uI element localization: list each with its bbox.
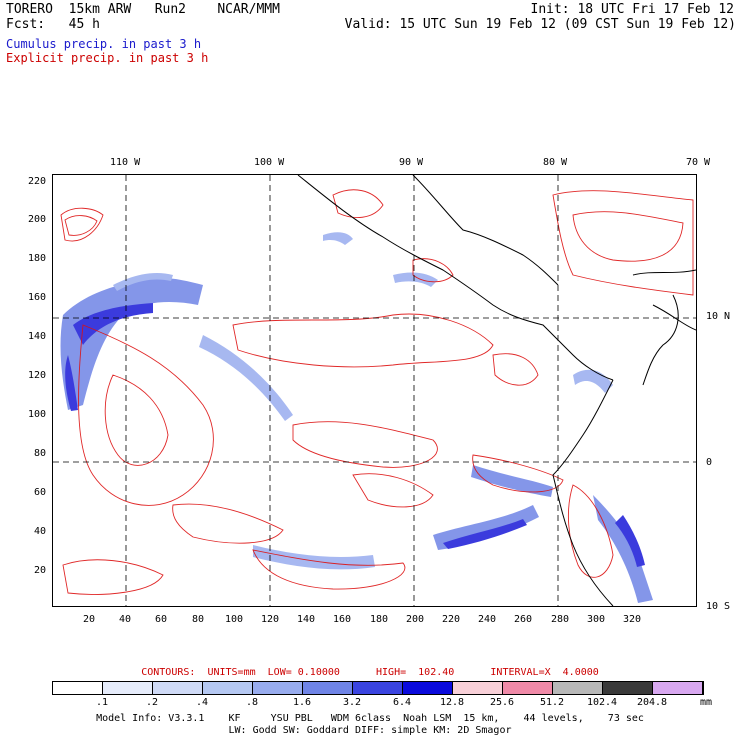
x-tick: 240 xyxy=(477,614,497,625)
color-bar-label: 6.4 xyxy=(392,697,412,708)
y-tick: 20 xyxy=(33,565,46,576)
y-tick: 140 xyxy=(27,331,46,342)
y-tick: 60 xyxy=(33,487,46,498)
y-tick: 180 xyxy=(27,253,46,264)
color-bar-label: 204.8 xyxy=(636,697,668,708)
x-tick: 320 xyxy=(622,614,642,625)
model-title: TORERO 15km ARW Run2 NCAR/MMM xyxy=(6,2,280,17)
color-bar-label: .1 xyxy=(95,697,109,708)
color-bar-unit: mm xyxy=(700,697,713,708)
model-info-line2: LW: Godd SW: Goddard DIFF: simple KM: 2D… xyxy=(228,725,512,736)
model-info-line1: Model Info: V3.3.1 KF YSU PBL WDM 6class… xyxy=(96,713,644,724)
coastlines xyxy=(297,175,696,606)
color-bar-swatch xyxy=(553,682,603,694)
color-bar-swatch xyxy=(503,682,553,694)
color-bar-swatch xyxy=(203,682,253,694)
y-tick: 200 xyxy=(27,214,46,225)
color-bar-label: 12.8 xyxy=(439,697,465,708)
y-tick: 160 xyxy=(27,292,46,303)
explicit-precip-contours xyxy=(60,189,694,595)
color-bar-swatch xyxy=(253,682,303,694)
valid-time: Valid: 15 UTC Sun 19 Feb 12 (09 CST Sun … xyxy=(344,17,736,32)
graticule xyxy=(53,175,696,606)
color-bar-label: 51.2 xyxy=(539,697,565,708)
x-tick: 200 xyxy=(405,614,425,625)
lat-label: 10 N xyxy=(706,311,731,322)
x-tick: 160 xyxy=(332,614,352,625)
x-tick: 40 xyxy=(118,614,132,625)
lon-label: 110 W xyxy=(110,157,141,168)
color-bar-swatch xyxy=(453,682,503,694)
contour-info: CONTOURS: UNITS=mm LOW= 0.10000 HIGH= 10… xyxy=(141,667,599,678)
explicit-legend: Explicit precip. in past 3 h xyxy=(6,51,209,65)
color-bar-swatch xyxy=(103,682,153,694)
x-tick: 260 xyxy=(513,614,533,625)
x-tick: 140 xyxy=(296,614,316,625)
x-tick: 220 xyxy=(441,614,461,625)
lat-label: 0 xyxy=(706,457,713,468)
x-tick: 280 xyxy=(550,614,570,625)
y-tick: 120 xyxy=(27,370,46,381)
forecast-hour: Fcst: 45 h xyxy=(6,17,100,32)
y-tick: 80 xyxy=(33,448,46,459)
color-bar-swatch xyxy=(153,682,203,694)
x-tick: 20 xyxy=(82,614,96,625)
lon-label: 100 W xyxy=(254,157,285,168)
color-bar-label: 3.2 xyxy=(342,697,362,708)
color-bar-swatch xyxy=(53,682,103,694)
color-bar-label: 25.6 xyxy=(489,697,515,708)
color-bar-label: .2 xyxy=(145,697,159,708)
color-bar-label: .4 xyxy=(195,697,209,708)
x-tick: 80 xyxy=(191,614,205,625)
color-bar-swatch xyxy=(353,682,403,694)
color-bar-swatch xyxy=(653,682,703,694)
lon-label: 80 W xyxy=(543,157,568,168)
color-bar-label: 1.6 xyxy=(292,697,312,708)
cumulus-legend: Cumulus precip. in past 3 h xyxy=(6,37,202,51)
cumulus-precip-areas xyxy=(60,232,653,603)
x-tick: 180 xyxy=(369,614,389,625)
y-tick: 100 xyxy=(27,409,46,420)
lon-label: 70 W xyxy=(686,157,711,168)
x-tick: 60 xyxy=(154,614,168,625)
y-tick: 40 xyxy=(33,526,46,537)
x-tick: 120 xyxy=(260,614,280,625)
color-bar-label: 102.4 xyxy=(586,697,618,708)
color-bar-swatch xyxy=(303,682,353,694)
color-bar xyxy=(52,681,704,695)
x-tick: 100 xyxy=(224,614,244,625)
color-bar-swatch xyxy=(603,682,653,694)
lat-label: 10 S xyxy=(706,601,731,612)
y-tick: 220 xyxy=(27,176,46,187)
color-bar-swatch xyxy=(403,682,453,694)
color-bar-label: .8 xyxy=(245,697,259,708)
precip-map xyxy=(52,174,697,607)
x-tick: 300 xyxy=(586,614,606,625)
lon-label: 90 W xyxy=(399,157,424,168)
init-time: Init: 18 UTC Fri 17 Feb 12 xyxy=(530,2,735,17)
